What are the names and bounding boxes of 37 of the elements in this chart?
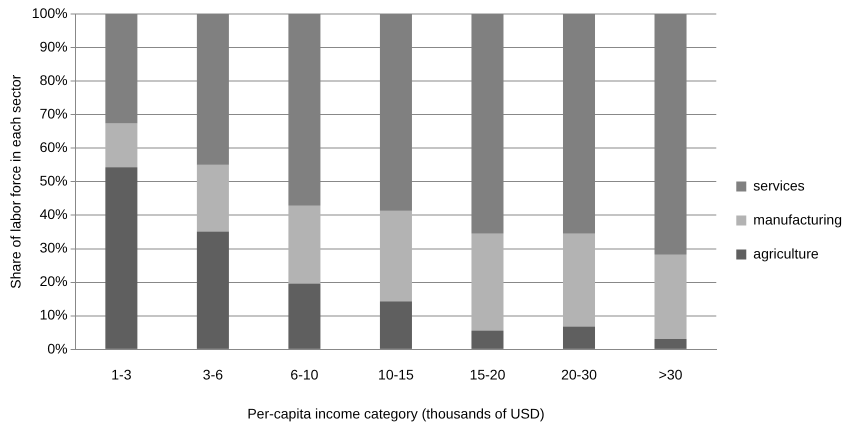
x-tick-label: >30	[658, 366, 683, 383]
legend-label: manufacturing	[753, 211, 842, 228]
legend-label: services	[753, 177, 805, 194]
bar	[562, 326, 596, 349]
y-tick-label: 30%	[40, 240, 68, 256]
bar	[380, 301, 412, 349]
y-axis-title: Share of labor force in each sector	[7, 74, 24, 289]
y-tick-label: 60%	[40, 139, 68, 156]
y-tick-label: 90%	[40, 38, 68, 54]
y-tick-label: 50%	[40, 172, 68, 189]
bar	[654, 254, 687, 340]
legend-label: agriculture	[753, 245, 819, 262]
x-tick-label: 3-6	[202, 366, 224, 383]
y-tick-label: 20%	[40, 273, 68, 290]
bar	[196, 164, 229, 232]
bar	[105, 123, 138, 168]
bar	[471, 330, 504, 349]
y-tick-label: 40%	[40, 206, 68, 222]
bar	[196, 232, 229, 349]
bar	[654, 339, 687, 349]
x-tick-label: 20-30	[561, 366, 598, 383]
x-axis-title: Per-capita income category (thousands of USD)	[247, 405, 545, 422]
y-tick-label: 100%	[32, 4, 68, 21]
bar	[288, 284, 320, 349]
x-tick-label: 6-10	[290, 366, 319, 383]
bar	[105, 167, 138, 349]
bar	[380, 210, 412, 302]
x-tick-label: 1-3	[111, 366, 132, 383]
y-tick-label: 80%	[40, 72, 68, 88]
bar	[562, 234, 596, 327]
x-tick-label: 10-15	[378, 366, 414, 383]
bar	[288, 206, 320, 284]
bar	[471, 234, 504, 331]
x-tick-label: 15-20	[470, 366, 506, 383]
y-tick-label: 0%	[47, 340, 68, 356]
y-tick-label: 10%	[40, 306, 68, 323]
y-tick-label: 70%	[40, 105, 68, 122]
